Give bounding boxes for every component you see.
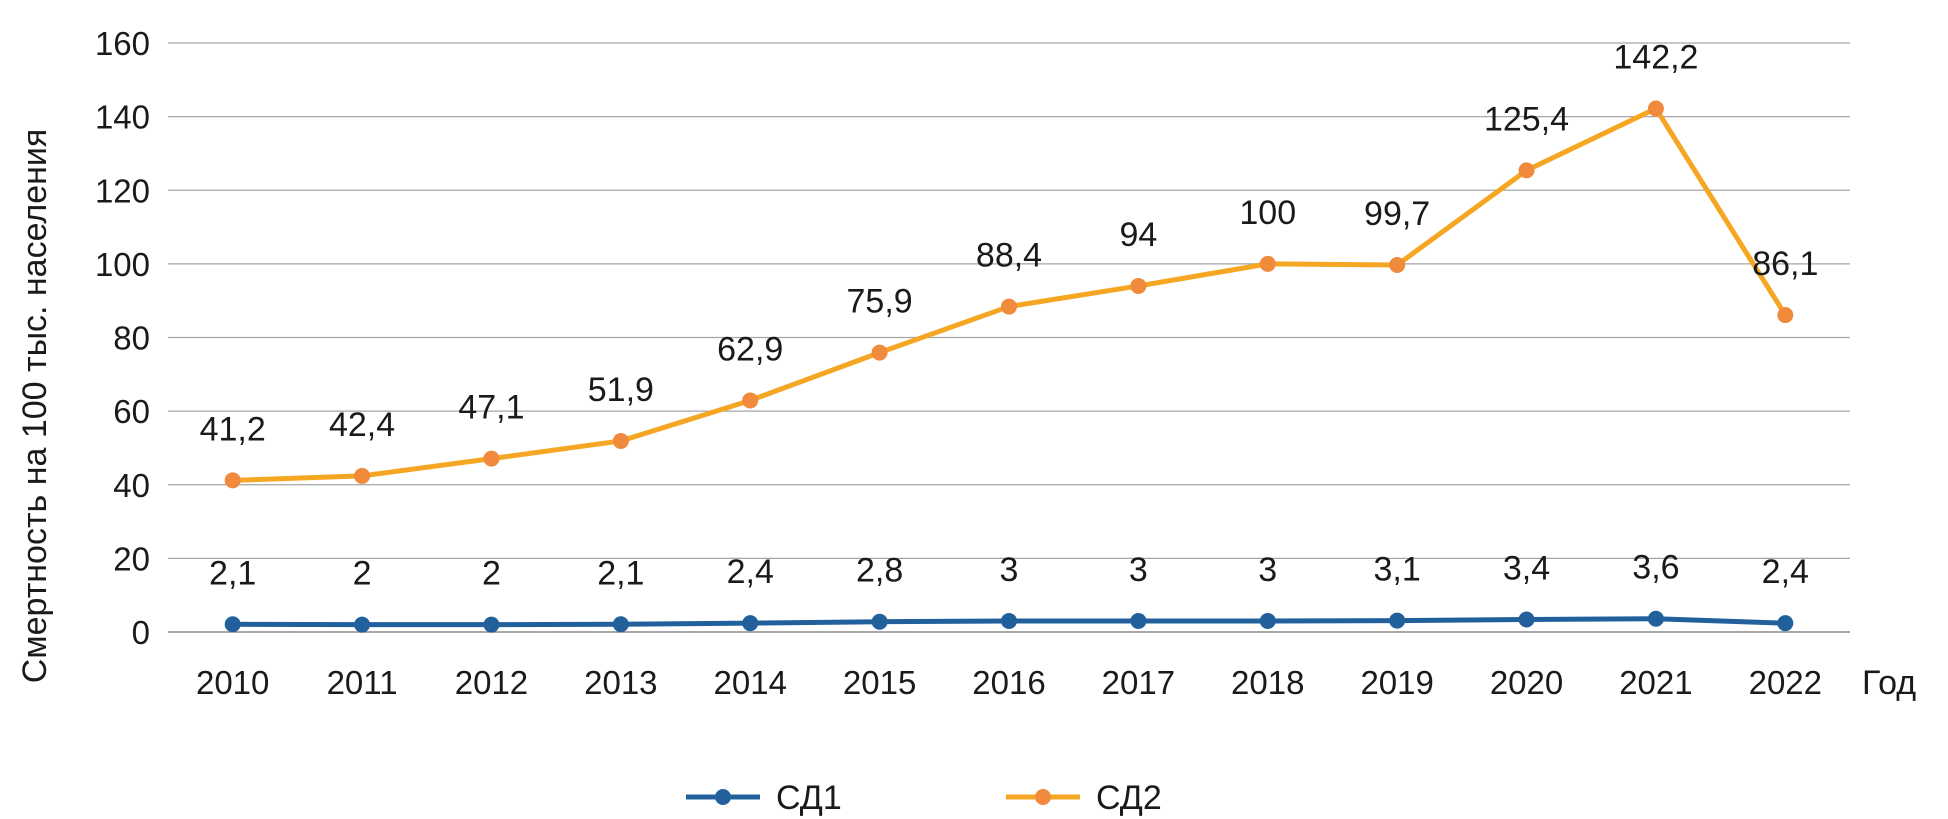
y-tick-label: 20 [113, 540, 150, 577]
data-label: 2 [353, 555, 372, 593]
y-tick-label: 140 [95, 99, 150, 136]
data-point [1777, 307, 1794, 324]
data-label: 3,6 [1632, 549, 1679, 587]
x-tick-label: 2016 [972, 664, 1045, 701]
data-label: 3 [1000, 551, 1019, 589]
data-label: 88,4 [976, 237, 1042, 275]
data-point [612, 616, 629, 633]
data-point [1130, 612, 1147, 629]
data-point [1130, 277, 1147, 294]
data-point [1389, 612, 1406, 629]
y-tick-label: 80 [113, 320, 150, 357]
series-1: 2,1 2 2 2,1 2,4 2,8 3 3 3 3,1 3,4 3,6 2,4 [209, 549, 1809, 633]
data-label: 142,2 [1613, 39, 1698, 77]
x-tick-label: 2018 [1231, 664, 1304, 701]
data-point [483, 450, 500, 467]
x-tick-label: 2022 [1749, 664, 1822, 701]
x-tick-label: 2019 [1360, 664, 1433, 701]
data-label: 125,4 [1484, 100, 1569, 138]
data-label: 3,1 [1374, 551, 1421, 589]
data-label: 75,9 [847, 283, 913, 321]
data-point [1518, 611, 1535, 628]
data-point [483, 616, 500, 633]
data-label: 86,1 [1752, 245, 1818, 283]
data-point [224, 616, 241, 633]
y-tick-label: 160 [95, 25, 150, 62]
data-point [1389, 256, 1406, 273]
data-point [612, 432, 629, 449]
data-label: 2,4 [1762, 553, 1809, 591]
x-tick-label: 2017 [1102, 664, 1175, 701]
data-label: 94 [1119, 216, 1157, 254]
data-label: 62,9 [717, 330, 783, 368]
data-label: 2,1 [597, 554, 644, 592]
legend-item-2: СД2 [1006, 779, 1162, 817]
x-tick-label: 2020 [1490, 664, 1563, 701]
legend-swatch-marker [1035, 789, 1051, 805]
legend-swatch-marker [715, 789, 731, 805]
data-label: 3 [1129, 551, 1148, 589]
data-point [1259, 255, 1276, 272]
data-point [742, 392, 759, 409]
y-tick-label: 40 [113, 467, 150, 504]
x-tick-label: 2013 [584, 664, 657, 701]
x-tick-label: 2014 [714, 664, 787, 701]
data-point [1001, 612, 1017, 629]
data-point [1001, 298, 1017, 315]
data-point [1259, 612, 1276, 629]
data-label: 2 [482, 555, 501, 593]
data-label: 3 [1258, 551, 1277, 589]
data-point [871, 344, 888, 361]
data-point [1518, 162, 1535, 179]
data-label: 2,4 [727, 553, 774, 591]
data-label: 100 [1239, 194, 1296, 232]
data-point [224, 472, 241, 489]
data-point [1647, 100, 1664, 117]
y-axis-title: Смертность на 100 тыс. населения [16, 129, 54, 684]
data-label: 99,7 [1364, 195, 1430, 233]
data-label: 47,1 [458, 389, 524, 427]
x-axis-title: Год [1862, 664, 1916, 702]
data-point [742, 615, 759, 632]
series-2: 41,2 42,4 47,1 51,9 62,9 75,9 88,4 94 100 99,7 125… [200, 39, 1818, 489]
legend-label: СД2 [1096, 779, 1162, 817]
y-tick-label: 60 [113, 393, 150, 430]
legend: СД1 СД2 [686, 779, 1162, 817]
data-label: 3,4 [1503, 549, 1550, 587]
data-point [1777, 615, 1794, 632]
x-axis-ticks: 2010 2011 2012 2013 2014 2015 2016 2017 2018 2019… [196, 664, 1822, 701]
data-point [871, 613, 888, 630]
x-tick-label: 2015 [843, 664, 916, 701]
data-label: 41,2 [200, 410, 266, 448]
y-tick-label: 0 [132, 614, 150, 651]
series-layer: 2,1 2 2 2,1 2,4 2,8 3 3 3 3,1 3,4 3,6 2,4 41,2 42,4 47,… [200, 39, 1818, 633]
data-point [354, 616, 371, 633]
legend-item-1: СД1 [686, 779, 842, 817]
data-point [1647, 610, 1664, 627]
data-label: 2,1 [209, 554, 256, 592]
x-tick-label: 2010 [196, 664, 269, 701]
legend-label: СД1 [776, 779, 842, 817]
x-tick-label: 2021 [1619, 664, 1692, 701]
data-label: 51,9 [588, 371, 654, 409]
data-point [354, 467, 371, 484]
gridlines [168, 42, 1850, 633]
x-tick-label: 2011 [327, 664, 398, 701]
data-label: 42,4 [329, 406, 395, 444]
y-axis-ticks: 0 20 40 60 80 100 120 140 160 [95, 25, 150, 651]
data-label: 2,8 [856, 552, 903, 590]
y-tick-label: 100 [95, 246, 150, 283]
y-tick-label: 120 [95, 172, 150, 209]
x-tick-label: 2012 [455, 664, 528, 701]
